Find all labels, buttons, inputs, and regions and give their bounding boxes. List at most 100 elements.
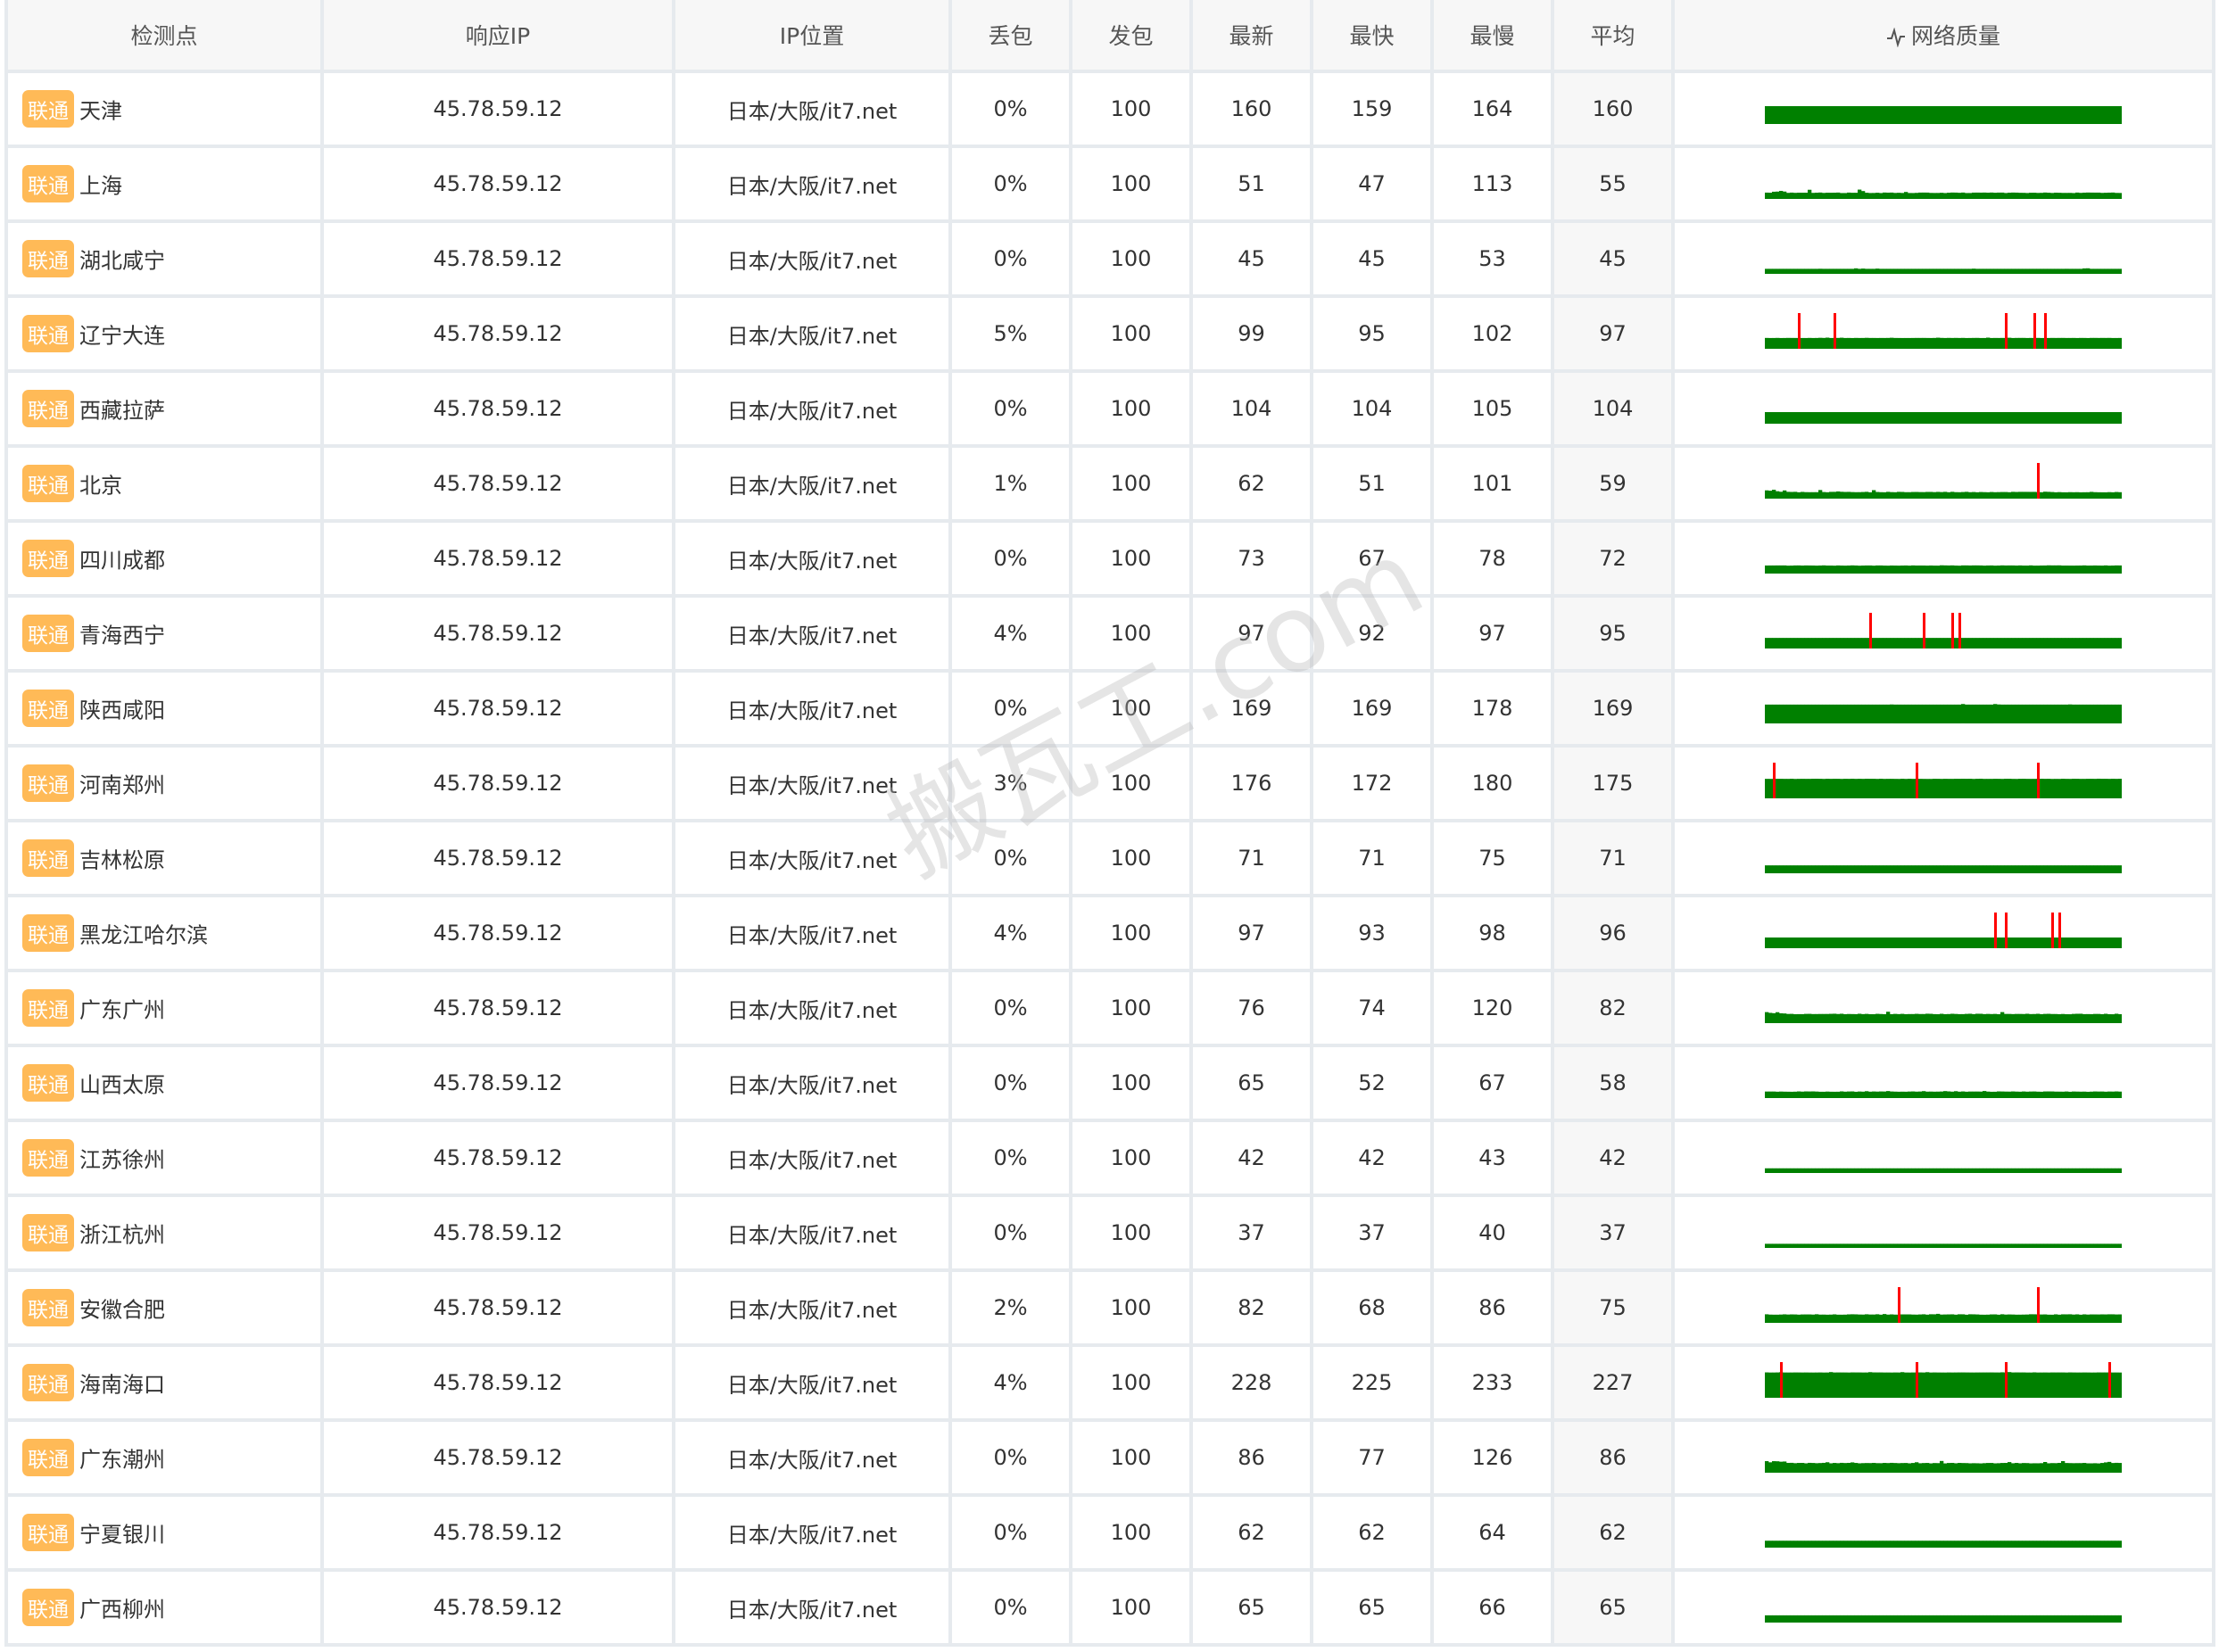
latency-sample-bar: [1868, 1314, 1873, 1323]
latency-sample-bar: [2008, 106, 2012, 124]
header-average[interactable]: 平均: [1554, 0, 1671, 70]
table-row: 联通 河南郑州 45.78.59.12 日本/大阪/it7.net 3% 100 176 17…: [8, 748, 2212, 819]
latency-sample-bar: [1847, 779, 1851, 798]
latency-sample-bar: [2100, 106, 2105, 124]
latency-sample-bar: [1947, 412, 1951, 424]
latency-sample-bar: [2068, 704, 2073, 723]
latency-sample-bar: [1765, 490, 1769, 499]
latency-sample-bar: [2082, 1615, 2087, 1623]
latency-sample-bar: [1804, 491, 1809, 499]
latency-sample-bar: [2104, 1013, 2108, 1023]
latency-sample-bar: [2118, 337, 2122, 349]
latency-sample-bar: [1797, 491, 1801, 499]
header-loss[interactable]: 丢包: [952, 0, 1069, 70]
latency-sample-bar: [1972, 1243, 1976, 1249]
latency-sample-bar: [2075, 412, 2080, 424]
latency-sample-bar: [2097, 1314, 2101, 1323]
latency-sample-bar: [1968, 779, 1973, 798]
isp-badge: 联通: [22, 1139, 74, 1177]
latency-sample-bar: [2104, 1314, 2108, 1323]
header-sent[interactable]: 发包: [1072, 0, 1189, 70]
latency-sample-bar: [1925, 1243, 1930, 1249]
latency-sample-bar: [1790, 779, 1794, 798]
latency-sample-bar: [2022, 1615, 2026, 1623]
latency-sample-bar: [2058, 337, 2062, 349]
latency-sample-bar: [1808, 779, 1812, 798]
latency-sample-bar: [1897, 566, 1901, 574]
latency-sample-bar: [2018, 1091, 2023, 1098]
latency-sample-bar: [2029, 1615, 2033, 1623]
table-row: 联通 宁夏银川 45.78.59.12 日本/大阪/it7.net 0% 100 62 62 6…: [8, 1497, 2212, 1568]
latency-sample-bar: [1893, 268, 1898, 275]
latency-sample-bar: [1865, 106, 1869, 124]
latency-sample-bar: [2025, 1615, 2030, 1623]
latency-sample-bar: [1997, 106, 2001, 124]
latency-sample-bar: [1947, 1540, 1951, 1548]
loss-cell: 0%: [952, 373, 1069, 444]
latency-sample-bar: [2100, 412, 2105, 424]
latency-sample-bar: [1865, 779, 1869, 798]
latency-sample-bar: [2061, 1372, 2066, 1398]
header-fastest[interactable]: 最快: [1313, 0, 1430, 70]
latency-sample-bar: [2022, 1372, 2026, 1398]
slowest-cell: 126: [1434, 1422, 1551, 1493]
average-cell: 45: [1554, 223, 1671, 294]
latency-sample-bar: [1808, 1091, 1812, 1098]
header-slowest[interactable]: 最慢: [1434, 0, 1551, 70]
latency-sample-bar: [1958, 704, 1962, 724]
fastest-cell: 71: [1313, 822, 1430, 894]
latency-sample-bar: [2072, 491, 2076, 499]
latency-sample-bar: [1790, 638, 1794, 649]
latency-sample-bar: [1801, 938, 1805, 948]
latency-sample-bar: [2082, 938, 2087, 948]
latency-sample-bar: [1979, 778, 1983, 798]
latency-sample-bar: [1851, 779, 1855, 798]
latency-sample-bar: [1915, 704, 1919, 724]
node-name: 黑龙江哈尔滨: [79, 922, 208, 948]
latency-sample-bar: [1829, 1091, 1834, 1098]
latency-sample-bar: [2011, 1243, 2016, 1249]
latency-sample-bar: [1808, 1462, 1812, 1473]
latency-sample-bar: [2086, 1540, 2091, 1548]
latest-cell: 160: [1193, 73, 1310, 145]
node-cell: 联通 辽宁大连: [8, 298, 320, 369]
latency-sample-bar: [2000, 1243, 2005, 1249]
latency-sample-bar: [2058, 1615, 2062, 1623]
latency-sample-bar: [1893, 1168, 1898, 1173]
latency-sample-bar: [2065, 106, 2069, 124]
latency-sample-bar: [2068, 638, 2073, 649]
latency-sample-bar: [2075, 1372, 2080, 1398]
quality-sparkline: [1765, 189, 2122, 199]
latency-sample-bar: [1851, 565, 1855, 574]
latency-sample-bar: [2018, 1314, 2023, 1323]
header-latest[interactable]: 最新: [1193, 0, 1310, 70]
latency-sample-bar: [1815, 1540, 1819, 1548]
header-location[interactable]: IP位置: [675, 0, 948, 70]
latency-sample-bar: [1833, 865, 1837, 874]
latency-sample-bar: [2040, 1013, 2044, 1023]
latency-sample-bar: [1847, 106, 1851, 124]
latency-sample-bar: [1947, 638, 1951, 649]
latency-sample-bar: [1786, 1462, 1791, 1473]
latency-sample-bar: [2043, 565, 2048, 574]
header-ip[interactable]: 响应IP: [324, 0, 672, 70]
latency-sample-bar: [2079, 704, 2083, 724]
latency-sample-bar: [1783, 1243, 1787, 1249]
latency-sample-bar: [1818, 1540, 1823, 1548]
loss-cell: 0%: [952, 223, 1069, 294]
slowest-cell: 64: [1434, 1497, 1551, 1568]
latency-sample-bar: [1954, 337, 1958, 349]
latency-sample-bar: [1872, 1462, 1876, 1473]
header-node[interactable]: 检测点: [8, 0, 320, 70]
quality-sparkline: [1765, 1091, 2122, 1098]
latency-sample-bar: [1997, 1168, 2001, 1173]
latency-sample-bar: [1983, 412, 1987, 424]
latency-sample-bar: [1950, 865, 1955, 874]
header-quality[interactable]: 网络质量: [1675, 0, 2212, 70]
latency-sample-bar: [1893, 1615, 1898, 1623]
latency-sample-bar: [1886, 1243, 1891, 1249]
latency-sample-bar: [1865, 337, 1869, 349]
latency-sample-bar: [1886, 491, 1891, 499]
node-cell: 联通 安徽合肥: [8, 1272, 320, 1343]
latency-sample-bar: [1865, 638, 1869, 649]
